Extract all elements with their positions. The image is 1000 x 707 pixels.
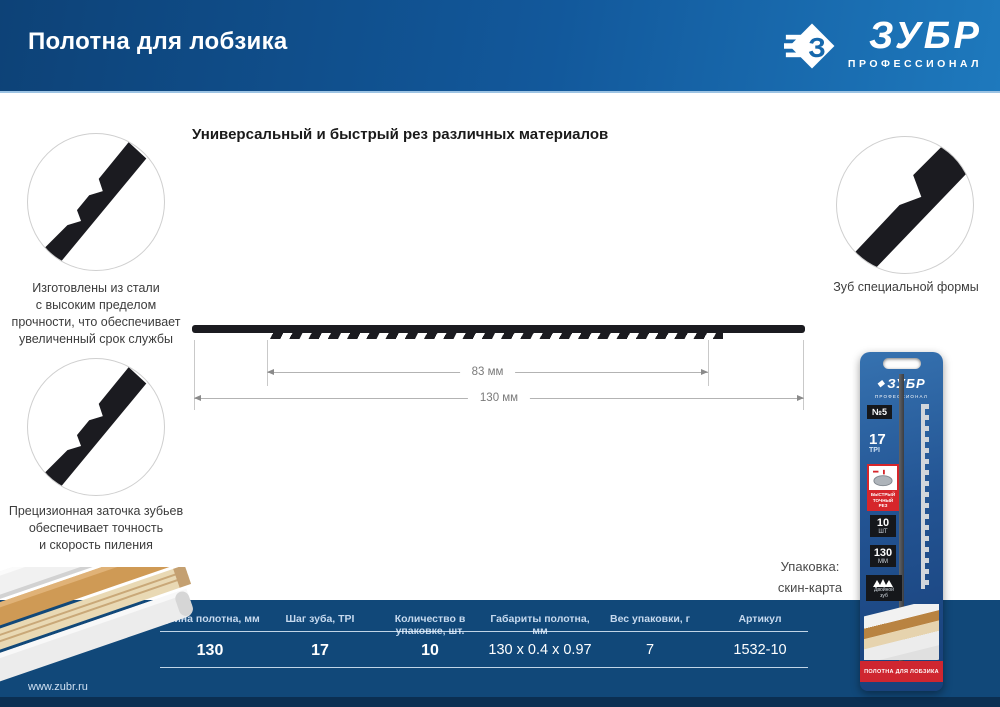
- card-product-label-strip: ПОЛОТНА ДЛЯ ЛОБЗИКА: [860, 661, 943, 682]
- fast-cut-label: БЫСТРЫЙ ТОЧНЫЙ РЕЗ: [867, 490, 899, 511]
- length-unit: ММ: [878, 559, 888, 565]
- spec-header: Шаг зуба, TPI: [285, 613, 355, 625]
- spec-value: 17: [311, 642, 329, 659]
- hang-hole: [882, 358, 921, 369]
- dimension-label: 130 мм: [467, 391, 531, 405]
- length-value: 130: [873, 547, 893, 559]
- arrow-left-icon: [194, 395, 201, 401]
- fast-cut-badge: БЫСТРЫЙ ТОЧНЫЙ РЕЗ: [867, 464, 899, 511]
- arrow-right-icon: [797, 395, 804, 401]
- package-card-image: ◆ЗУБР ПРОФЕССИОНАЛ №5 17 TPI БЫСТРЫЙ ТОЧ…: [860, 352, 943, 691]
- brand-diamond-icon: ◆: [877, 378, 886, 388]
- spec-value-row: 130 17 10 130 x 0.4 x 0.97 7 1532-10: [155, 631, 815, 667]
- length-badge: 130 ММ: [870, 545, 896, 567]
- spec-value: 130 x 0.4 x 0.97: [488, 642, 592, 658]
- svg-text:З: З: [808, 32, 826, 63]
- card-wood-image: [864, 604, 939, 660]
- blade-image: [192, 325, 805, 333]
- extension-line: [708, 340, 709, 386]
- arrow-left-icon: [267, 369, 274, 375]
- arrow-right-icon: [701, 369, 708, 375]
- table-divider: [160, 631, 808, 632]
- packed-blade-toothed: [921, 404, 929, 589]
- blade-number-badge: №5: [867, 405, 893, 419]
- feature-caption-steel: Изготовлены из стали с высоким пределом …: [11, 281, 181, 346]
- page-title: Полотна для лобзика: [28, 28, 288, 55]
- brand-logo: З ЗУБР ПРОФЕССИОНАЛ: [783, 16, 982, 74]
- tooth-type-label: Двойной зуб: [874, 587, 894, 599]
- spec-header: Габариты полотна, мм: [490, 613, 590, 637]
- spec-value: 130: [196, 642, 224, 659]
- brand-text: ЗУБР ПРОФЕССИОНАЛ: [848, 16, 982, 70]
- header-bar: Полотна для лобзика З ЗУБР ПРОФЕССИОНАЛ: [0, 0, 1000, 93]
- spec-header-row: Длина полотна, мм Шаг зуба, TPI Количест…: [155, 600, 815, 637]
- spec-value: 10: [421, 642, 439, 659]
- packaging-note: Упаковка: скин-карта: [777, 559, 843, 595]
- packed-blade: [899, 374, 904, 662]
- quantity-unit: ШТ: [878, 529, 888, 535]
- headline: Универсальный и быстрый рез различных ма…: [192, 126, 609, 143]
- dimension-total-length: 130 мм: [194, 391, 804, 405]
- spec-header: Количество в упаковке, шт.: [394, 613, 466, 637]
- extension-line: [194, 340, 195, 410]
- tooth-type-badge: Двойной зуб: [866, 575, 902, 601]
- extension-line: [803, 340, 804, 410]
- brand-name: ЗУБР: [869, 15, 982, 57]
- feature-image-steel: [27, 133, 165, 271]
- blade-teeth: [265, 331, 723, 339]
- spec-table: Длина полотна, мм Шаг зуба, TPI Количест…: [155, 600, 815, 668]
- feature-caption-sharpening: Прецизионная заточка зубьев обеспечивает…: [8, 504, 184, 552]
- teeth-icon: [873, 579, 893, 587]
- brand-subtitle: ПРОФЕССИОНАЛ: [847, 58, 982, 70]
- table-divider: [160, 667, 808, 668]
- tpi-badge: 17 TPI: [869, 432, 886, 454]
- spec-header: Артикул: [738, 613, 782, 625]
- feature-image-tooth: [836, 136, 974, 274]
- tooth-closeup-icon: [853, 142, 971, 273]
- dimension-label: 83 мм: [459, 365, 516, 379]
- spec-header: Вес упаковки, г: [610, 613, 690, 625]
- footer-strip: [0, 697, 1000, 707]
- extension-line: [267, 340, 268, 386]
- brand-diamond-icon: З: [783, 23, 835, 69]
- card-brand-name: ◆ ЗУБР: [877, 376, 926, 391]
- blade-closeup-icon: [38, 367, 147, 494]
- website-link[interactable]: www.zubr.ru: [28, 681, 88, 693]
- quantity-value: 10: [876, 517, 890, 529]
- spec-value: 7: [645, 642, 655, 658]
- card-product-label: ПОЛОТНА ДЛЯ ЛОБЗИКА: [864, 668, 939, 675]
- tpi-unit: TPI: [869, 447, 880, 454]
- materials-stack-image: [0, 567, 193, 694]
- dimension-teeth-length: 83 мм: [267, 365, 708, 379]
- spec-value: 1532-10: [733, 642, 787, 658]
- blade-closeup-icon: [38, 142, 147, 269]
- tpi-value: 17: [869, 431, 886, 448]
- fast-cut-icon: [867, 464, 899, 490]
- feature-caption-tooth: Зуб специальной формы: [833, 280, 979, 294]
- quantity-badge: 10 ШТ: [870, 515, 896, 537]
- feature-image-sharpening: [27, 358, 165, 496]
